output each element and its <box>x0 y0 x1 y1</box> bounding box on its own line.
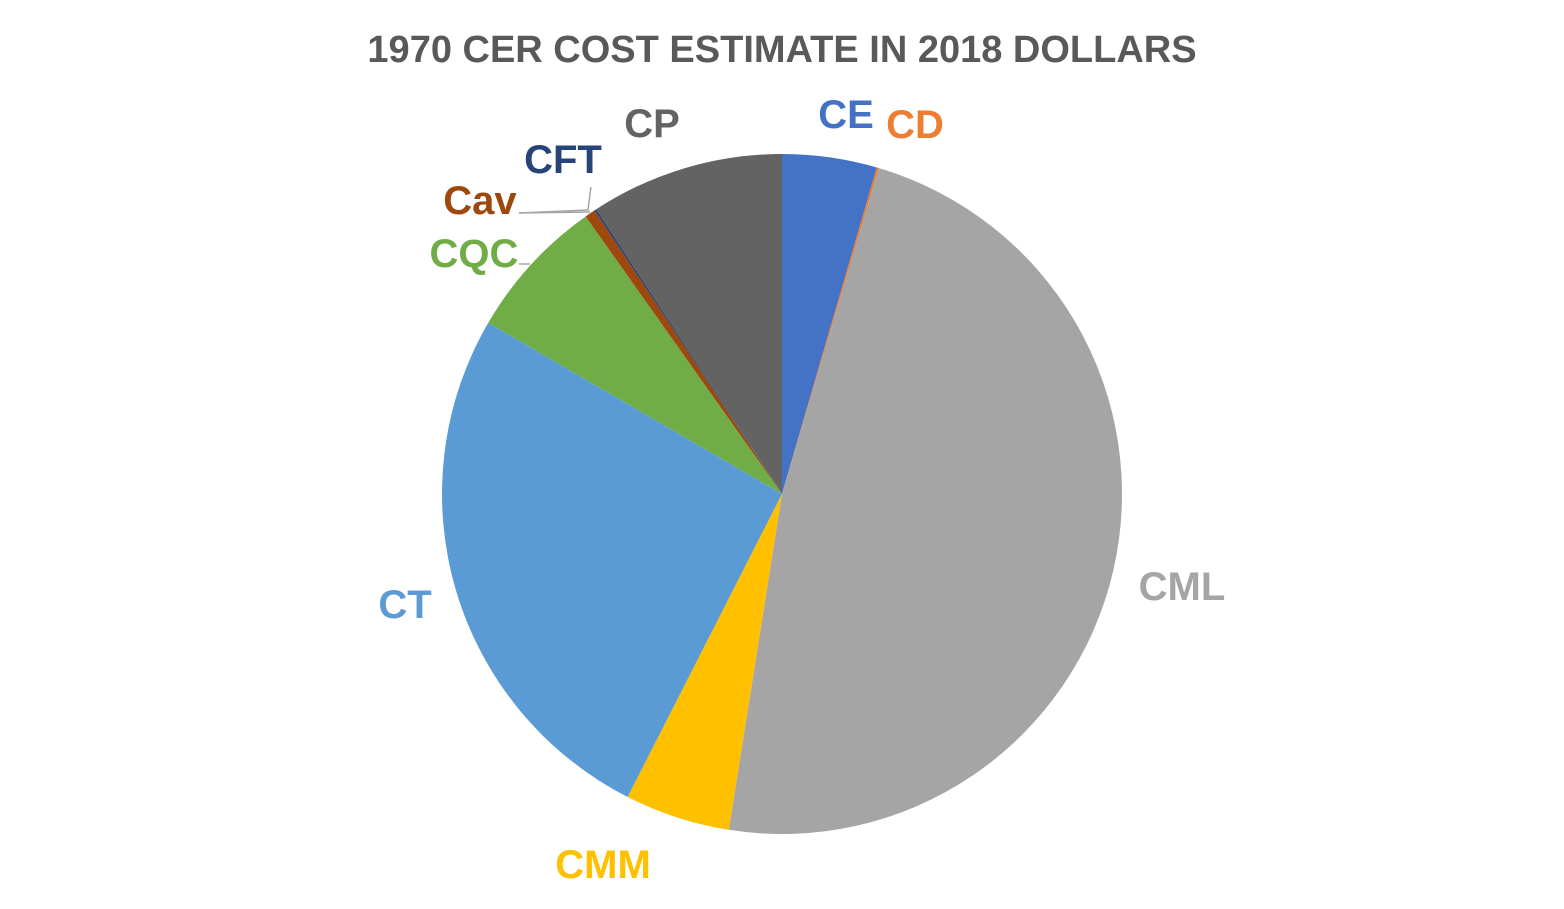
slice-label-cml: CML <box>1139 565 1226 609</box>
slice-label-cav: Cav <box>443 179 517 223</box>
pie-slice-cml <box>728 168 1122 834</box>
slice-label-ct: CT <box>378 583 431 627</box>
slice-label-cp: CP <box>624 102 680 146</box>
slice-label-cqc: CQC <box>430 232 519 276</box>
leader-lines <box>518 186 592 265</box>
pie-slice-cft <box>594 209 782 495</box>
pie-slice-cav <box>585 210 782 494</box>
pie-slice-cqc <box>488 216 782 494</box>
pie-slice-cmm <box>627 494 782 830</box>
chart-title: 1970 CER COST ESTIMATE IN 2018 DOLLARS <box>367 29 1196 71</box>
slice-label-ce: CE <box>818 93 874 137</box>
pie-slice-cd <box>782 167 879 494</box>
pie-slice-ct <box>442 322 782 797</box>
slice-label-cmm: CMM <box>555 843 651 887</box>
slice-label-cd: CD <box>886 103 944 147</box>
pie-chart <box>442 154 1122 834</box>
slice-label-cft: CFT <box>524 138 602 182</box>
leader-line-cft <box>518 186 592 214</box>
pie-slice-ce <box>782 154 877 494</box>
leader-line-cav <box>518 211 591 214</box>
pie-slice-cp <box>596 154 782 494</box>
